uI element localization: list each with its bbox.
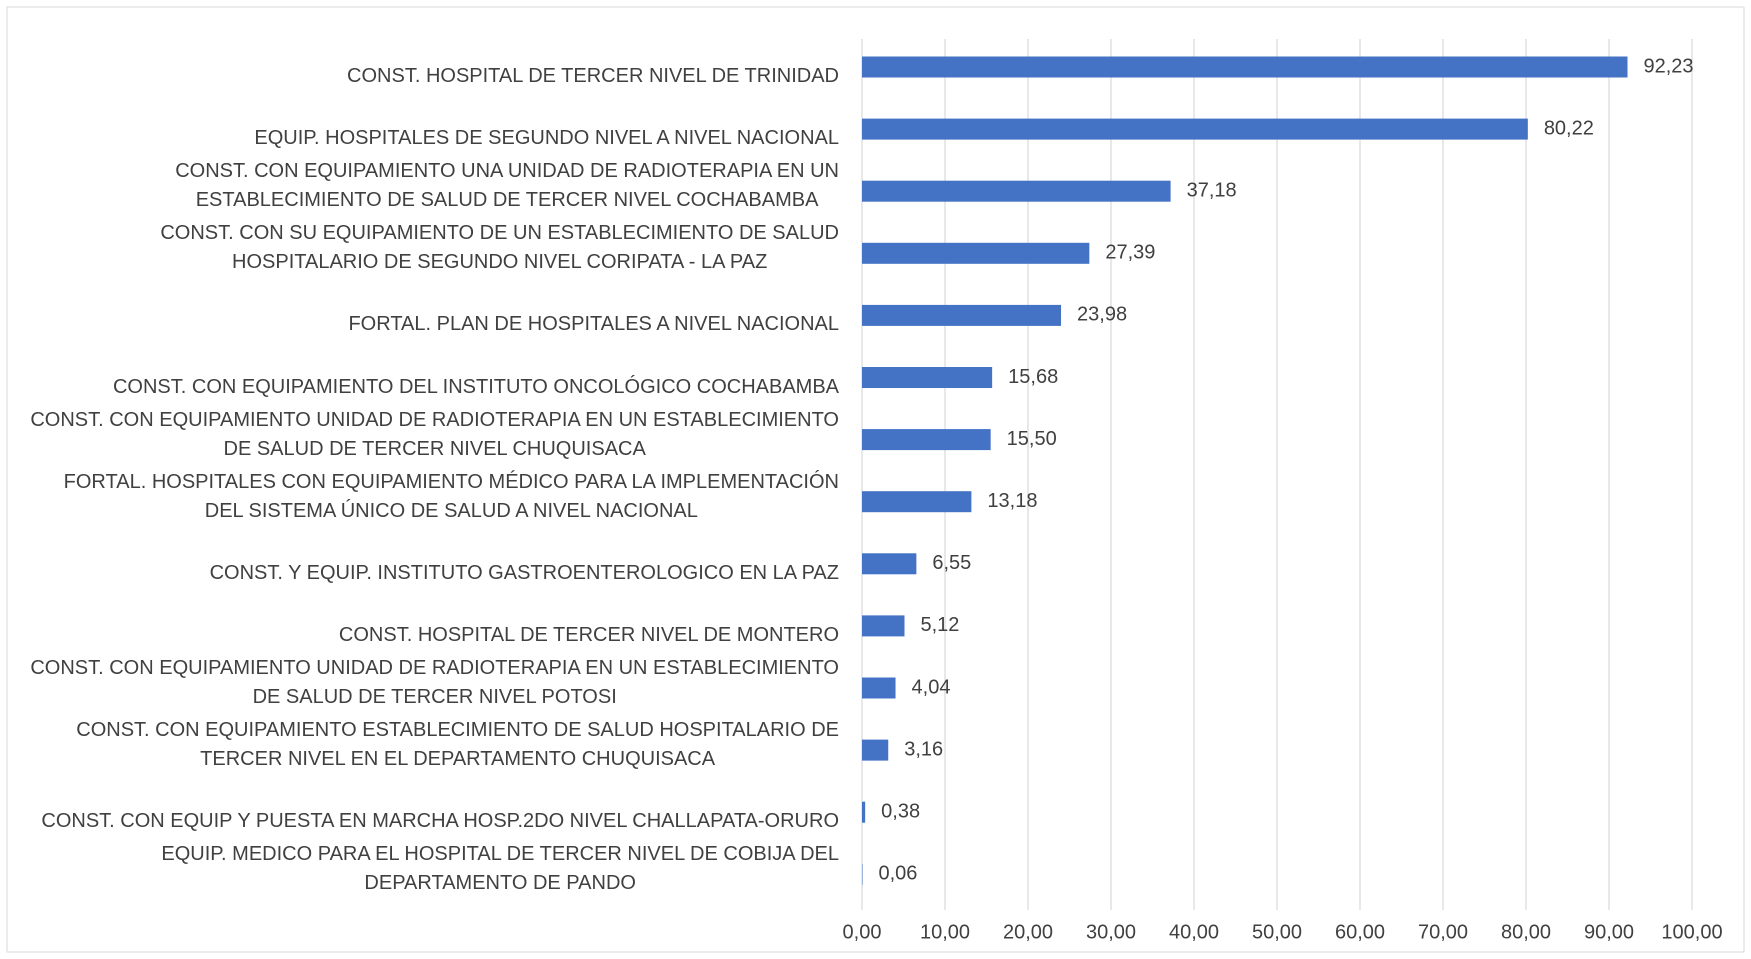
y-tick-label: CONST. CON EQUIPAMIENTO ESTABLECIMIENTO … <box>76 719 839 771</box>
y-tick-label: FORTAL. PLAN DE HOSPITALES A NIVEL NACIO… <box>348 313 839 336</box>
data-label: 80,22 <box>1544 117 1594 139</box>
bar <box>862 304 1062 326</box>
y-tick-label: CONST. CON EQUIP Y PUESTA EN MARCHA HOSP… <box>41 810 839 833</box>
data-label: 0,06 <box>878 863 917 885</box>
data-label: 92,23 <box>1644 55 1694 77</box>
bar <box>862 615 905 637</box>
data-label: 4,04 <box>912 676 951 698</box>
x-tick-label: 50,00 <box>1252 921 1302 943</box>
bar <box>862 429 991 451</box>
y-tick-label: CONST. HOSPITAL DE TERCER NIVEL DE MONTE… <box>338 623 839 646</box>
x-tick-label: 90,00 <box>1584 921 1634 943</box>
bar <box>862 491 972 513</box>
bar <box>862 56 1628 78</box>
y-tick-label: FORTAL. HOSPITALES CON EQUIPAMIENTO MÉDI… <box>63 470 839 522</box>
y-tick-label: CONST. HOSPITAL DE TERCER NIVEL DE TRINI… <box>347 65 839 87</box>
y-tick-label: CONST. CON EQUIPAMIENTO UNA UNIDAD DE RA… <box>175 160 839 212</box>
bar <box>862 553 917 575</box>
x-tick-label: 10,00 <box>920 921 970 943</box>
x-tick-label: 40,00 <box>1169 921 1219 943</box>
x-tick-label: 0,00 <box>843 921 882 943</box>
data-label: 27,39 <box>1105 242 1155 264</box>
y-tick-label: CONST. CON SU EQUIPAMIENTO DE UN ESTABLE… <box>160 222 839 274</box>
bar <box>862 242 1090 264</box>
x-tick-label: 60,00 <box>1335 921 1385 943</box>
bar <box>862 677 896 699</box>
data-label: 5,12 <box>920 614 959 636</box>
bar <box>862 801 866 823</box>
x-tick-label: 20,00 <box>1003 921 1053 943</box>
x-tick-label: 80,00 <box>1501 921 1551 943</box>
y-tick-label: EQUIP. HOSPITALES DE SEGUNDO NIVEL A NIV… <box>254 127 839 150</box>
x-tick-label: 100,00 <box>1661 921 1722 943</box>
y-tick-label: CONST. CON EQUIPAMIENTO DEL INSTITUTO ON… <box>112 375 839 398</box>
bar <box>862 180 1171 202</box>
frame <box>6 6 1745 953</box>
data-label: 15,68 <box>1008 366 1058 388</box>
x-tick-label: 70,00 <box>1418 921 1468 943</box>
data-label: 37,18 <box>1187 179 1237 201</box>
y-tick-label: CONST. CON EQUIPAMIENTO UNIDAD DE RADIOT… <box>30 408 839 460</box>
bar <box>862 367 993 388</box>
x-tick-label: 30,00 <box>1086 921 1136 943</box>
data-label: 13,18 <box>987 490 1037 512</box>
data-label: 6,55 <box>932 552 971 574</box>
data-label: 23,98 <box>1077 304 1127 326</box>
data-label: 15,50 <box>1007 428 1057 450</box>
y-tick-label: CONST. Y EQUIP. INSTITUTO GASTROENTEROLO… <box>209 561 839 584</box>
data-label: 0,38 <box>881 800 920 822</box>
y-tick-label: EQUIP. MEDICO PARA EL HOSPITAL DE TERCER… <box>161 843 839 895</box>
bar <box>862 118 1528 140</box>
y-tick-label: CONST. CON EQUIPAMIENTO UNIDAD DE RADIOT… <box>30 657 839 708</box>
bar <box>862 739 889 761</box>
data-label: 3,16 <box>904 738 943 760</box>
